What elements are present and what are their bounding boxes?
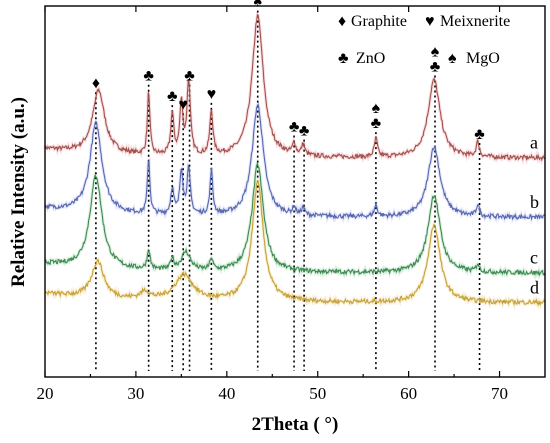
phase-marker: ♣: [143, 68, 154, 85]
phase-marker: ♣: [299, 123, 310, 140]
phase-marker: ♣: [167, 88, 178, 105]
x-axis-label: 2Theta ( °): [252, 414, 339, 435]
phase-marker: ♠: [253, 0, 262, 11]
series-line-b: [44, 102, 545, 221]
x-tick-label: 70: [491, 384, 508, 403]
y-axis-label: Relative Intensity (a.u.): [8, 97, 29, 287]
series-label-a: a: [530, 133, 538, 153]
series-curves: [44, 13, 546, 307]
x-tick-label: 50: [309, 384, 326, 403]
phase-marker: ♥: [207, 86, 217, 103]
legend-mgo-label: MgO: [466, 50, 500, 67]
legend-zno-label: ZnO: [356, 50, 385, 67]
x-tick-label: 20: [37, 384, 54, 403]
x-tick-label: 40: [218, 384, 235, 403]
legend-zno-symbol: ♣: [338, 50, 349, 67]
phase-marker: ♦: [92, 75, 100, 92]
legend-mgo-symbol: ♠: [448, 50, 457, 67]
series-glow-a: [43, 11, 546, 166]
series-label-b: b: [530, 192, 539, 212]
legend-graphite-label: Graphite: [351, 13, 407, 30]
reference-lines: [95, 10, 481, 371]
phase-marker: ♣: [289, 119, 300, 136]
series-label-d: d: [530, 277, 539, 297]
phase-marker: ♥: [178, 96, 188, 113]
series-glow-c: [44, 158, 547, 281]
legend-graphite-symbol: ♦: [338, 13, 346, 30]
phase-marker: ♣: [371, 115, 382, 132]
phase-marker: ♠: [372, 100, 381, 117]
legend-meixnerite-symbol: ♥: [425, 13, 435, 30]
phase-markers: ♦♣♣♥♣♥♦♠♣♣♠♣♠♣♣: [92, 0, 485, 143]
x-axis-ticks: 20 30 40 50 60 70: [37, 6, 508, 403]
legend-meixnerite-label: Meixnerite: [440, 13, 510, 30]
x-tick-label: 60: [400, 384, 417, 403]
series-line-c: [45, 161, 546, 277]
phase-marker: ♣: [430, 58, 441, 75]
x-tick-label: 30: [127, 384, 144, 403]
phase-marker: ♠: [431, 43, 440, 60]
phase-marker: ♣: [474, 126, 485, 143]
series-labels: a b cd: [530, 133, 539, 298]
series-line-d: [44, 180, 546, 307]
phase-marker: ♣: [184, 68, 195, 85]
plot-frame: [44, 5, 546, 378]
legend: ♦ Graphite ♥ Meixnerite ♣ ZnO ♠ MgO: [338, 13, 510, 67]
series-label-c: c: [530, 248, 538, 268]
series-line-a: [44, 13, 546, 162]
